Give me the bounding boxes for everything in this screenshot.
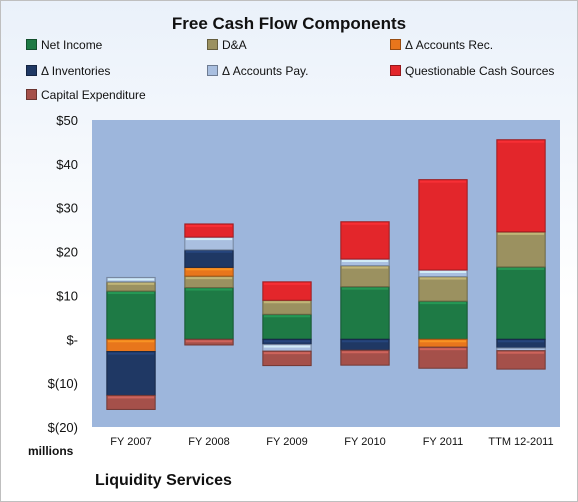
bar-segment-highlight (185, 277, 233, 280)
bar-segment-highlight (107, 396, 155, 399)
bar-segment-highlight (419, 277, 467, 280)
bar-segment (106, 290, 156, 340)
bar-segment-highlight (263, 315, 311, 318)
bar-segment-highlight (263, 345, 311, 348)
bar-segment (418, 179, 468, 271)
legend-swatch (26, 65, 37, 76)
bar-segment (418, 276, 468, 302)
y-axis-units: millions (28, 444, 74, 458)
bar-segment-highlight (185, 268, 233, 271)
bar-segment-highlight (341, 287, 389, 290)
bar-segment-highlight (341, 340, 389, 343)
bar-segment-highlight (107, 352, 155, 355)
bar-segment-highlight (341, 266, 389, 269)
bar-segment-highlight (107, 282, 155, 285)
bar-segment-highlight (107, 340, 155, 343)
legend-label: Δ Accounts Rec. (405, 38, 494, 52)
company-name: Liquidity Services (95, 472, 232, 489)
bar-segment (184, 287, 234, 340)
bar-segment (262, 313, 312, 340)
legend-item-questionable-cash: Questionable Cash Sources (390, 64, 554, 78)
y-tick-label: $40 (56, 157, 78, 172)
legend-label: Capital Expenditure (41, 88, 146, 102)
bar-segment-highlight (263, 282, 311, 285)
bar-segment (496, 266, 546, 340)
x-tick-label: FY 2008 (188, 436, 229, 448)
bar-segment-highlight (497, 140, 545, 143)
y-tick-label: $30 (56, 201, 78, 216)
bar-segment (262, 281, 312, 301)
x-tick-label: TTM 12-2011 (488, 436, 553, 448)
bar-segment (340, 265, 390, 288)
bar-segment-highlight (341, 260, 389, 263)
legend-label: D&A (222, 38, 247, 52)
legend-label: Δ Inventories (41, 64, 111, 78)
bar-segment-highlight (107, 292, 155, 295)
bar-segment-highlight (185, 224, 233, 227)
bar-segment (418, 269, 468, 278)
bar-segment (262, 344, 312, 352)
legend-swatch (26, 89, 37, 100)
bar-segment (340, 221, 390, 260)
bar-segment-highlight (107, 278, 155, 281)
legend-item-accounts-pay: Δ Accounts Pay. (207, 64, 309, 78)
y-tick-label: $50 (56, 113, 78, 128)
legend-swatch (390, 39, 401, 50)
x-tick-label: FY 2011 (423, 436, 464, 448)
legend-item-capital-expenditure: Capital Expenditure (26, 88, 146, 102)
x-tick-label: FY 2009 (266, 436, 307, 448)
plot-area (92, 120, 560, 427)
legend-item-net-income: Net Income (26, 38, 102, 52)
bar-segment-highlight (419, 348, 467, 351)
legend-label: Net Income (41, 38, 103, 52)
y-tick-label: $- (66, 332, 78, 347)
chart-title: Free Cash Flow Components (171, 14, 407, 33)
bar-segment-highlight (185, 238, 233, 241)
legend-item-da: D&A (207, 38, 247, 52)
legend-label: Questionable Cash Sources (405, 64, 555, 78)
bar-segment-highlight (341, 222, 389, 225)
legend-swatch (26, 39, 37, 50)
bar-segment-highlight (185, 288, 233, 291)
y-tick-label: $(20) (48, 420, 78, 435)
bar-segment-highlight (497, 232, 545, 235)
bar-segment-highlight (419, 302, 467, 305)
legend-swatch (390, 65, 401, 76)
bar-segment (106, 351, 156, 396)
legend-item-inventories: Δ Inventories (26, 64, 110, 78)
bar-segment (340, 258, 390, 267)
bar-segment (496, 231, 546, 268)
bar-segment-highlight (497, 340, 545, 343)
bar-segment (496, 350, 546, 370)
bar-segment (496, 139, 546, 233)
bar-segment (106, 394, 156, 410)
legend-swatch (207, 39, 218, 50)
bar-segment-highlight (497, 351, 545, 354)
bar-segment (340, 349, 390, 366)
x-tick-label: FY 2007 (110, 436, 151, 448)
bar-segment-highlight (185, 340, 233, 343)
bar-segment (340, 286, 390, 340)
bar-segment-highlight (419, 340, 467, 343)
bar-segment (418, 346, 468, 369)
bar-segment (262, 350, 312, 367)
bar-segment (184, 223, 234, 238)
legend-item-accounts-rec: Δ Accounts Rec. (390, 38, 493, 52)
bar-segment (418, 300, 468, 340)
bar-segment-highlight (263, 352, 311, 355)
y-tick-label: $10 (56, 288, 78, 303)
bar-segment-highlight (263, 340, 311, 343)
bar-segment-highlight (341, 351, 389, 354)
y-tick-label: $(10) (48, 376, 78, 391)
bar-segment-highlight (185, 250, 233, 253)
bar-segment-highlight (263, 301, 311, 304)
legend-swatch (207, 65, 218, 76)
bar-segment-highlight (497, 267, 545, 270)
y-tick-label: $20 (56, 245, 78, 260)
legend-label: Δ Accounts Pay. (222, 64, 309, 78)
x-tick-label: FY 2010 (344, 436, 385, 448)
bar-segment-highlight (419, 180, 467, 183)
bar-segment-highlight (419, 270, 467, 273)
